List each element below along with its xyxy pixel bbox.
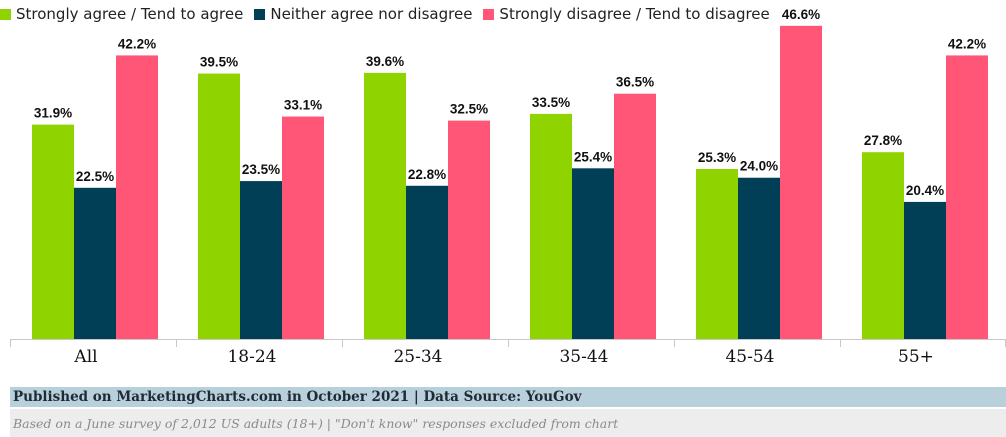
- data-label: 25.3%: [698, 150, 736, 165]
- bar-18-24-series-3: [282, 116, 324, 340]
- bar-55+-series-3: [946, 55, 988, 339]
- bar-35-44-series-3: [614, 93, 656, 339]
- bar-25-34-series-3: [448, 120, 490, 339]
- legend-item-2: Neither agree nor disagree: [254, 5, 472, 23]
- chart-legend: Strongly agree / Tend to agree Neither ag…: [0, 2, 781, 26]
- legend-swatch: [483, 8, 495, 20]
- data-label: 33.5%: [532, 95, 570, 110]
- data-label: 24.0%: [740, 159, 778, 174]
- legend-label: Neither agree nor disagree: [270, 5, 473, 23]
- survey-note-text: Based on a June survey of 2,012 US adult…: [13, 415, 619, 431]
- legend-label: Strongly agree / Tend to agree: [16, 5, 244, 23]
- bar-45-54-series-3: [780, 25, 822, 340]
- note-banner: Based on a June survey of 2,012 US adult…: [10, 409, 1006, 437]
- bar-35-44-series-1: [530, 113, 572, 339]
- data-label: 33.1%: [284, 98, 322, 113]
- data-label: 39.5%: [200, 55, 238, 70]
- x-tick-label: 35-44: [559, 347, 608, 367]
- legend-label: Strongly disagree / Tend to disagree: [499, 5, 770, 23]
- bar-45-54-series-1: [696, 168, 738, 339]
- data-label: 20.4%: [906, 183, 944, 198]
- data-label: 42.2%: [118, 36, 156, 51]
- bar-35-44-series-2: [572, 168, 614, 339]
- data-label: 32.5%: [450, 102, 488, 117]
- bar-18-24-series-2: [240, 181, 282, 339]
- data-label: 23.5%: [242, 162, 280, 177]
- data-label: 22.5%: [76, 169, 114, 184]
- x-tick-label: 18-24: [227, 347, 276, 367]
- bar-25-34-series-2: [406, 185, 448, 339]
- data-label: 25.4%: [574, 149, 612, 164]
- bar-18-24-series-1: [198, 73, 240, 339]
- x-tick-label: All: [73, 347, 97, 367]
- bar-25-34-series-1: [364, 72, 406, 339]
- bar-All-series-1: [32, 124, 74, 339]
- data-label: 36.5%: [616, 75, 654, 90]
- bar-55+-series-2: [904, 201, 946, 339]
- legend-item-3: Strongly disagree / Tend to disagree: [483, 5, 770, 23]
- bar-All-series-2: [74, 187, 116, 339]
- data-label: 27.8%: [864, 133, 902, 148]
- bar-45-54-series-2: [738, 177, 780, 339]
- x-tick-label: 25-34: [393, 347, 442, 367]
- bar-All-series-3: [116, 55, 158, 339]
- x-tick-label: 45-54: [725, 347, 774, 367]
- x-tick-label: 55+: [898, 347, 934, 367]
- data-label: 42.2%: [948, 36, 986, 51]
- data-label: 39.6%: [366, 54, 404, 69]
- bar-chart: 31.9% 22.5% 42.2% All 39.5% 23.5% 33.1% 18-24 39…: [10, 7, 1006, 367]
- data-label: 46.6%: [782, 7, 820, 22]
- source-banner: Published on MarketingCharts.com in Octo…: [10, 387, 1006, 407]
- legend-swatch: [0, 8, 11, 20]
- legend-item-1: Strongly agree / Tend to agree: [0, 5, 243, 23]
- data-label: 31.9%: [34, 106, 72, 121]
- bar-55+-series-1: [862, 152, 904, 339]
- source-text: Published on MarketingCharts.com in Octo…: [13, 389, 582, 405]
- legend-swatch: [254, 8, 266, 20]
- data-label: 22.8%: [408, 167, 446, 182]
